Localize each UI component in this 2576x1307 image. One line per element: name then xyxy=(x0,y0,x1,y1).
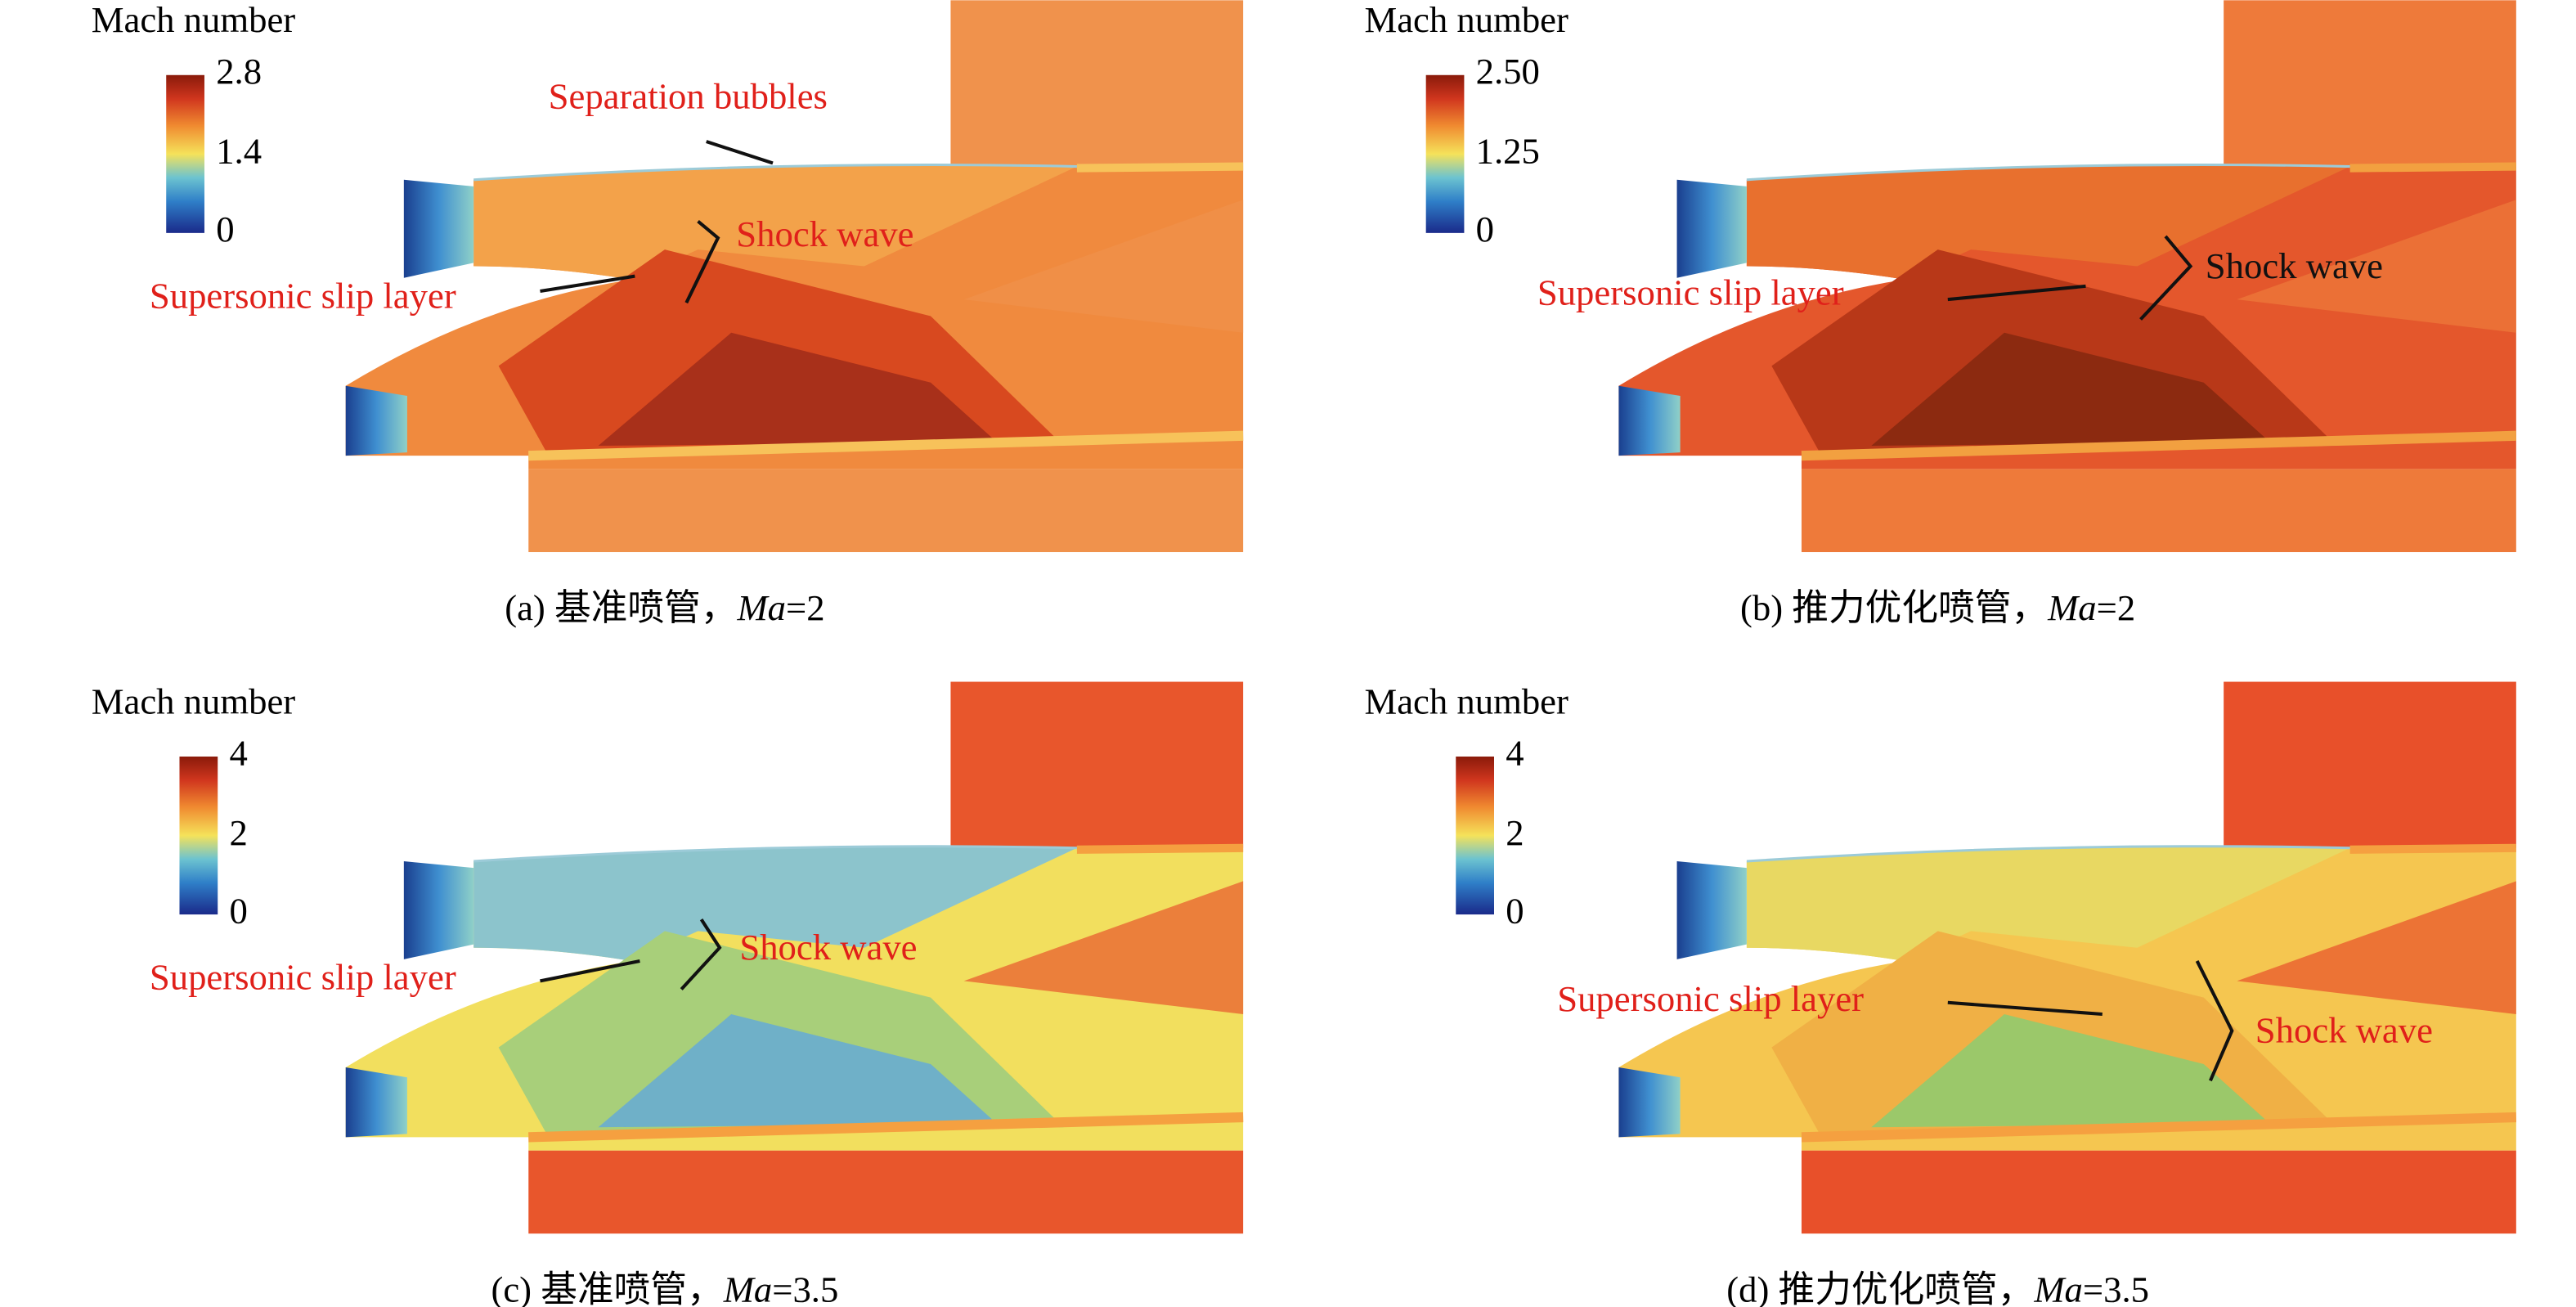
wall xyxy=(473,163,1077,182)
caption-value: =2 xyxy=(786,587,825,628)
colorbar-tick-label: 0 xyxy=(229,890,247,931)
upper-inlet xyxy=(1676,179,1747,278)
caption-symbol: Ma xyxy=(723,1269,773,1307)
mixing-wedge xyxy=(2237,200,2516,333)
colorbar xyxy=(166,74,204,233)
leader-line xyxy=(706,140,774,165)
upper-inlet xyxy=(403,179,474,278)
mixing-wedge xyxy=(963,881,1244,1014)
lower-block xyxy=(1801,1150,2516,1234)
colorbar-title: Mach number xyxy=(1364,680,1568,721)
core-region xyxy=(598,332,998,446)
lower-block xyxy=(1801,469,2516,553)
caption-value: =3.5 xyxy=(2083,1269,2149,1307)
caption-value: =3.5 xyxy=(772,1269,838,1307)
upper-block xyxy=(950,681,1244,848)
annotation: Supersonic slip layer xyxy=(1557,978,1864,1019)
upper-wake xyxy=(1076,843,1244,854)
upper-block xyxy=(2224,0,2516,167)
leader-line xyxy=(540,959,640,983)
mixing-wedge xyxy=(963,200,1244,333)
upper-inlet xyxy=(1676,861,1747,959)
colorbar-tick-label: 4 xyxy=(229,732,247,773)
colorbar-title: Mach number xyxy=(92,0,296,40)
wall xyxy=(1746,845,2350,863)
upper-channel xyxy=(473,846,1077,961)
lower-inlet xyxy=(345,385,407,456)
wall xyxy=(473,845,1077,863)
caption-label: (c) 基准喷管， xyxy=(491,1269,723,1307)
annotation: Supersonic slip layer xyxy=(1537,272,1844,312)
caption: (a) 基准喷管，Ma=2 xyxy=(505,587,824,628)
colorbar xyxy=(179,757,218,915)
colorbar-tick-label: 0 xyxy=(1506,890,1524,931)
colorbar-tick-label: 2.8 xyxy=(216,51,262,92)
caption-value: =2 xyxy=(2097,587,2136,628)
wake-streak xyxy=(528,430,1244,461)
colorbar-tick-label: 0 xyxy=(1476,209,1494,249)
leader-line xyxy=(2195,960,2234,1082)
annotation: Supersonic slip layer xyxy=(150,275,456,316)
core-region xyxy=(598,1014,998,1128)
lower-inlet xyxy=(1618,1067,1681,1138)
annotation: Supersonic slip layer xyxy=(150,957,456,998)
leader-line xyxy=(540,274,635,293)
upper-channel xyxy=(473,164,1077,280)
upper-channel xyxy=(1746,846,2350,961)
annotation: Separation bubbles xyxy=(549,76,828,117)
leader-line xyxy=(1947,284,2086,302)
lower-block xyxy=(528,469,1244,553)
colorbar-tick-label: 4 xyxy=(1506,732,1524,773)
wake-streak xyxy=(1801,430,2517,461)
caption: (d) 推力优化喷管，Ma=3.5 xyxy=(1726,1269,2149,1307)
panel: Mach number 4 2 0 Shock wave Supersonic slip … xyxy=(92,680,1244,1307)
colorbar xyxy=(1425,74,1465,233)
wall xyxy=(1746,163,2350,182)
panel: Mach number 4 2 0 Supersonic slip layer Shock… xyxy=(1364,680,2517,1307)
lower-inlet xyxy=(345,1067,407,1138)
core-region xyxy=(1871,332,2271,446)
panel: Mach number 2.50 1.25 0 Shock wave Supersonic… xyxy=(1364,0,2517,628)
upper-wake xyxy=(2349,162,2516,173)
leader-line xyxy=(1947,1000,2103,1017)
upper-wake xyxy=(1076,162,1244,173)
colorbar-tick-label: 2 xyxy=(1506,812,1524,853)
colorbar xyxy=(1456,757,1494,915)
lower-inlet xyxy=(1618,385,1681,456)
caption-symbol: Ma xyxy=(736,587,786,628)
colorbar-tick-label: 2.50 xyxy=(1476,51,1540,92)
upper-channel xyxy=(1746,164,2350,280)
wake-streak xyxy=(1801,1112,2517,1143)
wake-streak xyxy=(528,1112,1244,1143)
caption-label: (b) 推力优化喷管， xyxy=(1740,587,2048,628)
annotation: Shock wave xyxy=(2206,245,2383,286)
leader-line xyxy=(2139,235,2193,321)
colorbar-tick-label: 0 xyxy=(216,209,234,249)
mixing-wedge xyxy=(2237,881,2516,1014)
caption: (b) 推力优化喷管，Ma=2 xyxy=(1740,587,2135,628)
upper-block xyxy=(2224,681,2516,848)
annotation: Shock wave xyxy=(2255,1010,2433,1051)
upper-block xyxy=(950,0,1244,167)
colorbar-title: Mach number xyxy=(92,680,296,721)
panel: Mach number 2.8 1.4 0 Separation bubbles Shoc… xyxy=(92,0,1244,628)
caption-label: (a) 基准喷管， xyxy=(505,587,737,628)
leader-line xyxy=(684,220,720,304)
leader-line xyxy=(680,918,722,990)
caption-symbol: Ma xyxy=(2033,1269,2083,1307)
upper-inlet xyxy=(403,861,474,959)
caption: (c) 基准喷管，Ma=3.5 xyxy=(491,1269,838,1307)
annotation: Shock wave xyxy=(736,213,913,254)
colorbar-tick-label: 1.4 xyxy=(216,131,262,172)
colorbar-tick-label: 1.25 xyxy=(1476,131,1540,172)
caption-symbol: Ma xyxy=(2047,587,2097,628)
colorbar-title: Mach number xyxy=(1364,0,1568,40)
caption-label: (d) 推力优化喷管， xyxy=(1726,1269,2034,1307)
upper-wake xyxy=(2349,843,2516,854)
lower-block xyxy=(528,1150,1244,1234)
core-region xyxy=(1871,1014,2271,1128)
colorbar-tick-label: 2 xyxy=(229,812,247,853)
annotation: Shock wave xyxy=(739,927,917,968)
